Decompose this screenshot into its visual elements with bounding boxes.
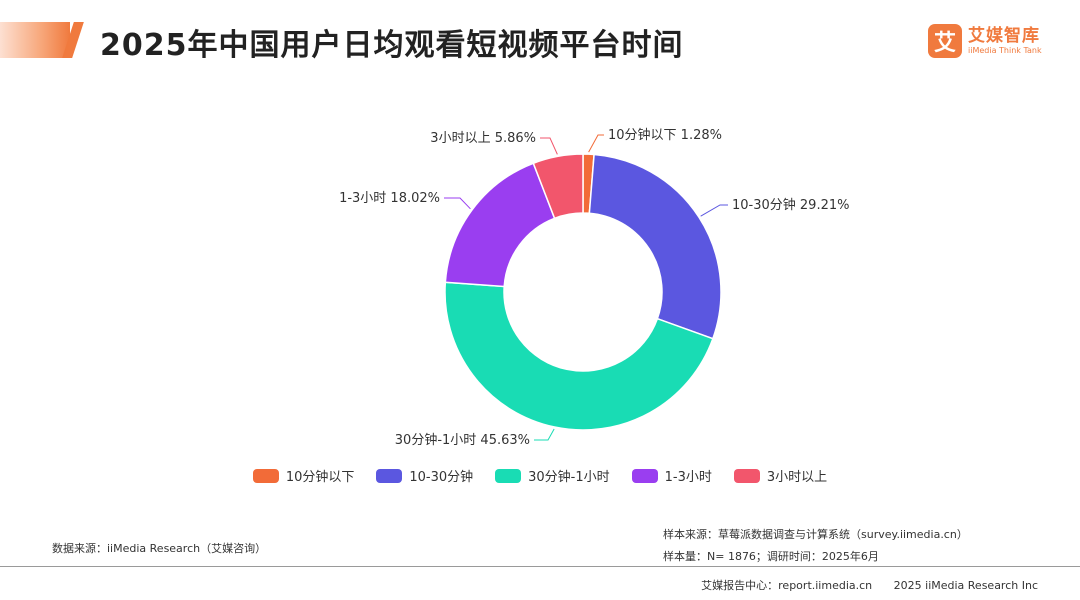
- legend-swatch: [631, 468, 658, 483]
- leader-line: [700, 204, 728, 217]
- slice-data-label: 10-30分钟 29.21%: [732, 197, 849, 213]
- logo-name-en: iiMedia Think Tank: [968, 45, 1042, 55]
- legend-swatch: [495, 468, 522, 483]
- legend-label: 10-30分钟: [409, 470, 474, 485]
- slice-data-label: 10分钟以下 1.28%: [608, 127, 722, 143]
- page-title: 2025年中国用户日均观看短视频平台时间: [100, 28, 684, 63]
- legend-item: 30分钟-1小时: [495, 466, 610, 485]
- legend-item: 1-3小时: [631, 466, 712, 485]
- legend-item: 10-30分钟: [376, 466, 473, 485]
- legend-swatch: [733, 468, 760, 483]
- leader-line: [540, 137, 558, 155]
- footer: 艾媒报告中心：report.iimedia.cn 2025 iiMedia Re…: [701, 577, 1038, 593]
- legend-label: 10分钟以下: [285, 470, 355, 485]
- donut-slice: [444, 162, 556, 288]
- footer-copyright: 2025 iiMedia Research Inc: [893, 579, 1038, 592]
- slice-data-label: 30分钟-1小时 45.63%: [395, 432, 530, 448]
- donut-slice: [444, 281, 714, 431]
- legend-label: 1-3小时: [664, 470, 712, 485]
- iimedia-logo: 艾 艾媒智库 iiMedia Think Tank: [928, 24, 1042, 58]
- title-accent-bar: [0, 22, 70, 58]
- legend-swatch: [252, 468, 279, 483]
- slice-data-label: 1-3小时 18.02%: [339, 191, 440, 206]
- sample-info: 样本来源：草莓派数据调查与计算系统（survey.iimedia.cn） 样本量…: [663, 524, 968, 568]
- leader-line: [534, 428, 555, 441]
- leader-line: [588, 134, 604, 153]
- slice-data-label: 3小时以上 5.86%: [430, 131, 536, 146]
- legend-item: 3小时以上: [733, 466, 828, 485]
- footer-divider: [0, 566, 1080, 567]
- footer-report-center: 艾媒报告中心：report.iimedia.cn: [701, 579, 873, 592]
- legend-item: 10分钟以下: [252, 466, 355, 485]
- logo-text: 艾媒智库 iiMedia Think Tank: [968, 25, 1042, 56]
- leader-line: [444, 197, 471, 210]
- sample-source: 样本来源：草莓派数据调查与计算系统（survey.iimedia.cn）: [663, 528, 968, 541]
- donut-slice: [532, 153, 584, 220]
- legend-label: 30分钟-1小时: [528, 470, 610, 485]
- logo-mark-icon: 艾: [928, 24, 962, 58]
- logo-name-cn: 艾媒智库: [968, 25, 1040, 46]
- data-source: 数据来源：iiMedia Research（艾媒咨询）: [52, 542, 267, 555]
- sample-size: 样本量：N= 1876；调研时间：2025年6月: [663, 550, 879, 563]
- legend-label: 3小时以上: [766, 470, 828, 485]
- donut-slice: [588, 153, 722, 340]
- legend-swatch: [376, 468, 403, 483]
- chart-legend: 10分钟以下 10-30分钟 30分钟-1小时 1-3小时 3小时以上: [0, 466, 1080, 485]
